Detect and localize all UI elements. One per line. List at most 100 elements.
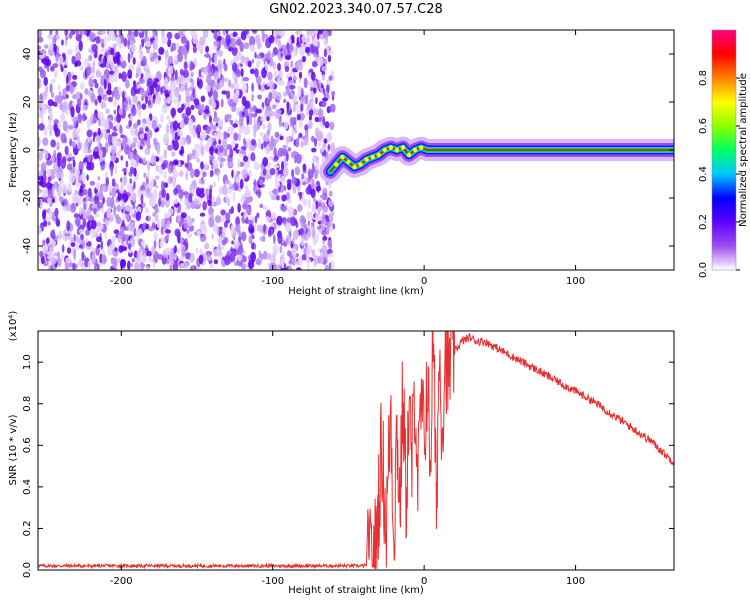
noise-blob: [173, 187, 179, 195]
noise-blob: [264, 60, 268, 71]
noise-blob: [261, 32, 266, 43]
noise-blob: [71, 141, 77, 149]
noise-blob: [40, 182, 48, 188]
noise-blob: [247, 112, 253, 119]
noise-blob: [38, 136, 41, 148]
trace-point: [412, 147, 418, 153]
noise-blob: [94, 264, 98, 270]
noise-blob: [130, 262, 134, 267]
noise-blob: [212, 181, 217, 188]
noise-blob: [291, 116, 297, 126]
noise-blob: [54, 182, 58, 190]
noise-blob: [329, 103, 336, 113]
noise-blob: [180, 122, 185, 129]
noise-blob: [47, 124, 54, 131]
noise-blob: [113, 207, 116, 216]
noise-blob: [309, 211, 313, 222]
noise-blob: [310, 30, 314, 38]
noise-blob: [251, 93, 254, 102]
noise-blob: [266, 116, 270, 122]
noise-blob: [68, 32, 73, 39]
y-tick-label: 1.0: [22, 354, 33, 370]
noise-blob: [316, 232, 319, 243]
noise-blob: [280, 52, 283, 58]
noise-blob: [66, 247, 72, 254]
noise-blob: [137, 104, 140, 115]
trace-point: [400, 145, 406, 150]
noise-blob: [315, 46, 319, 56]
noise-blob: [251, 113, 258, 118]
noise-blob: [207, 137, 212, 148]
noise-blob: [311, 249, 315, 258]
noise-blob: [158, 46, 165, 55]
noise-blob: [47, 34, 54, 40]
noise-blob: [106, 36, 112, 42]
noise-blob: [268, 110, 275, 117]
noise-blob: [171, 108, 175, 119]
noise-blob: [123, 246, 128, 251]
noise-blob: [164, 97, 167, 108]
noise-blob: [183, 61, 188, 70]
noise-blob: [191, 32, 198, 40]
noise-blob: [64, 60, 67, 66]
noise-blob: [213, 53, 218, 65]
noise-blob: [144, 207, 149, 214]
x-tick-label: 100: [566, 576, 585, 587]
noise-blob: [99, 30, 106, 35]
noise-blob: [139, 30, 143, 33]
noise-blob: [286, 101, 290, 111]
noise-blob: [148, 227, 154, 232]
noise-blob: [50, 78, 56, 84]
noise-blob: [260, 84, 266, 92]
noise-blob: [110, 145, 117, 155]
noise-blob: [146, 77, 153, 85]
noise-blob: [153, 137, 158, 146]
noise-blob: [98, 95, 102, 104]
noise-blob: [163, 182, 169, 189]
noise-blob: [297, 59, 302, 70]
noise-blob: [297, 204, 303, 212]
noise-blob: [74, 244, 81, 250]
noise-blob: [47, 66, 50, 73]
noise-blob: [87, 187, 92, 198]
noise-blob: [147, 160, 151, 172]
noise-blob: [292, 256, 296, 267]
noise-blob: [42, 210, 46, 221]
noise-blob: [233, 73, 238, 84]
noise-blob: [95, 221, 102, 227]
noise-blob: [113, 65, 119, 75]
trace-point: [388, 145, 393, 150]
noise-blob: [311, 71, 316, 81]
noise-blob: [213, 248, 220, 257]
noise-blob: [261, 235, 266, 243]
noise-blob: [186, 40, 190, 51]
noise-blob: [313, 109, 319, 116]
noise-blob: [310, 135, 315, 143]
noise-blob: [127, 38, 130, 50]
noise-blob: [53, 62, 59, 68]
noise-blob: [328, 200, 334, 208]
noise-blob: [128, 120, 132, 128]
noise-blob: [174, 54, 178, 66]
noise-blob: [160, 87, 163, 96]
noise-blob: [261, 124, 267, 130]
noise-blob: [75, 169, 80, 176]
noise-blob: [313, 202, 317, 213]
noise-blob: [159, 240, 164, 248]
noise-blob: [307, 199, 311, 209]
noise-blob: [331, 90, 336, 97]
noise-blob: [218, 145, 224, 153]
noise-blob: [74, 30, 80, 35]
noise-blob: [272, 244, 279, 255]
noise-blob: [251, 146, 255, 151]
noise-blob: [186, 232, 192, 239]
noise-blob: [166, 115, 170, 121]
noise-blob: [62, 120, 68, 132]
noise-blob: [103, 79, 107, 90]
noise-blob: [231, 105, 237, 113]
noise-blob: [189, 127, 193, 133]
noise-blob: [221, 244, 224, 251]
colorbar-tick-label: 0.0: [698, 262, 709, 278]
noise-blob: [108, 76, 114, 84]
noise-blob: [195, 247, 199, 254]
